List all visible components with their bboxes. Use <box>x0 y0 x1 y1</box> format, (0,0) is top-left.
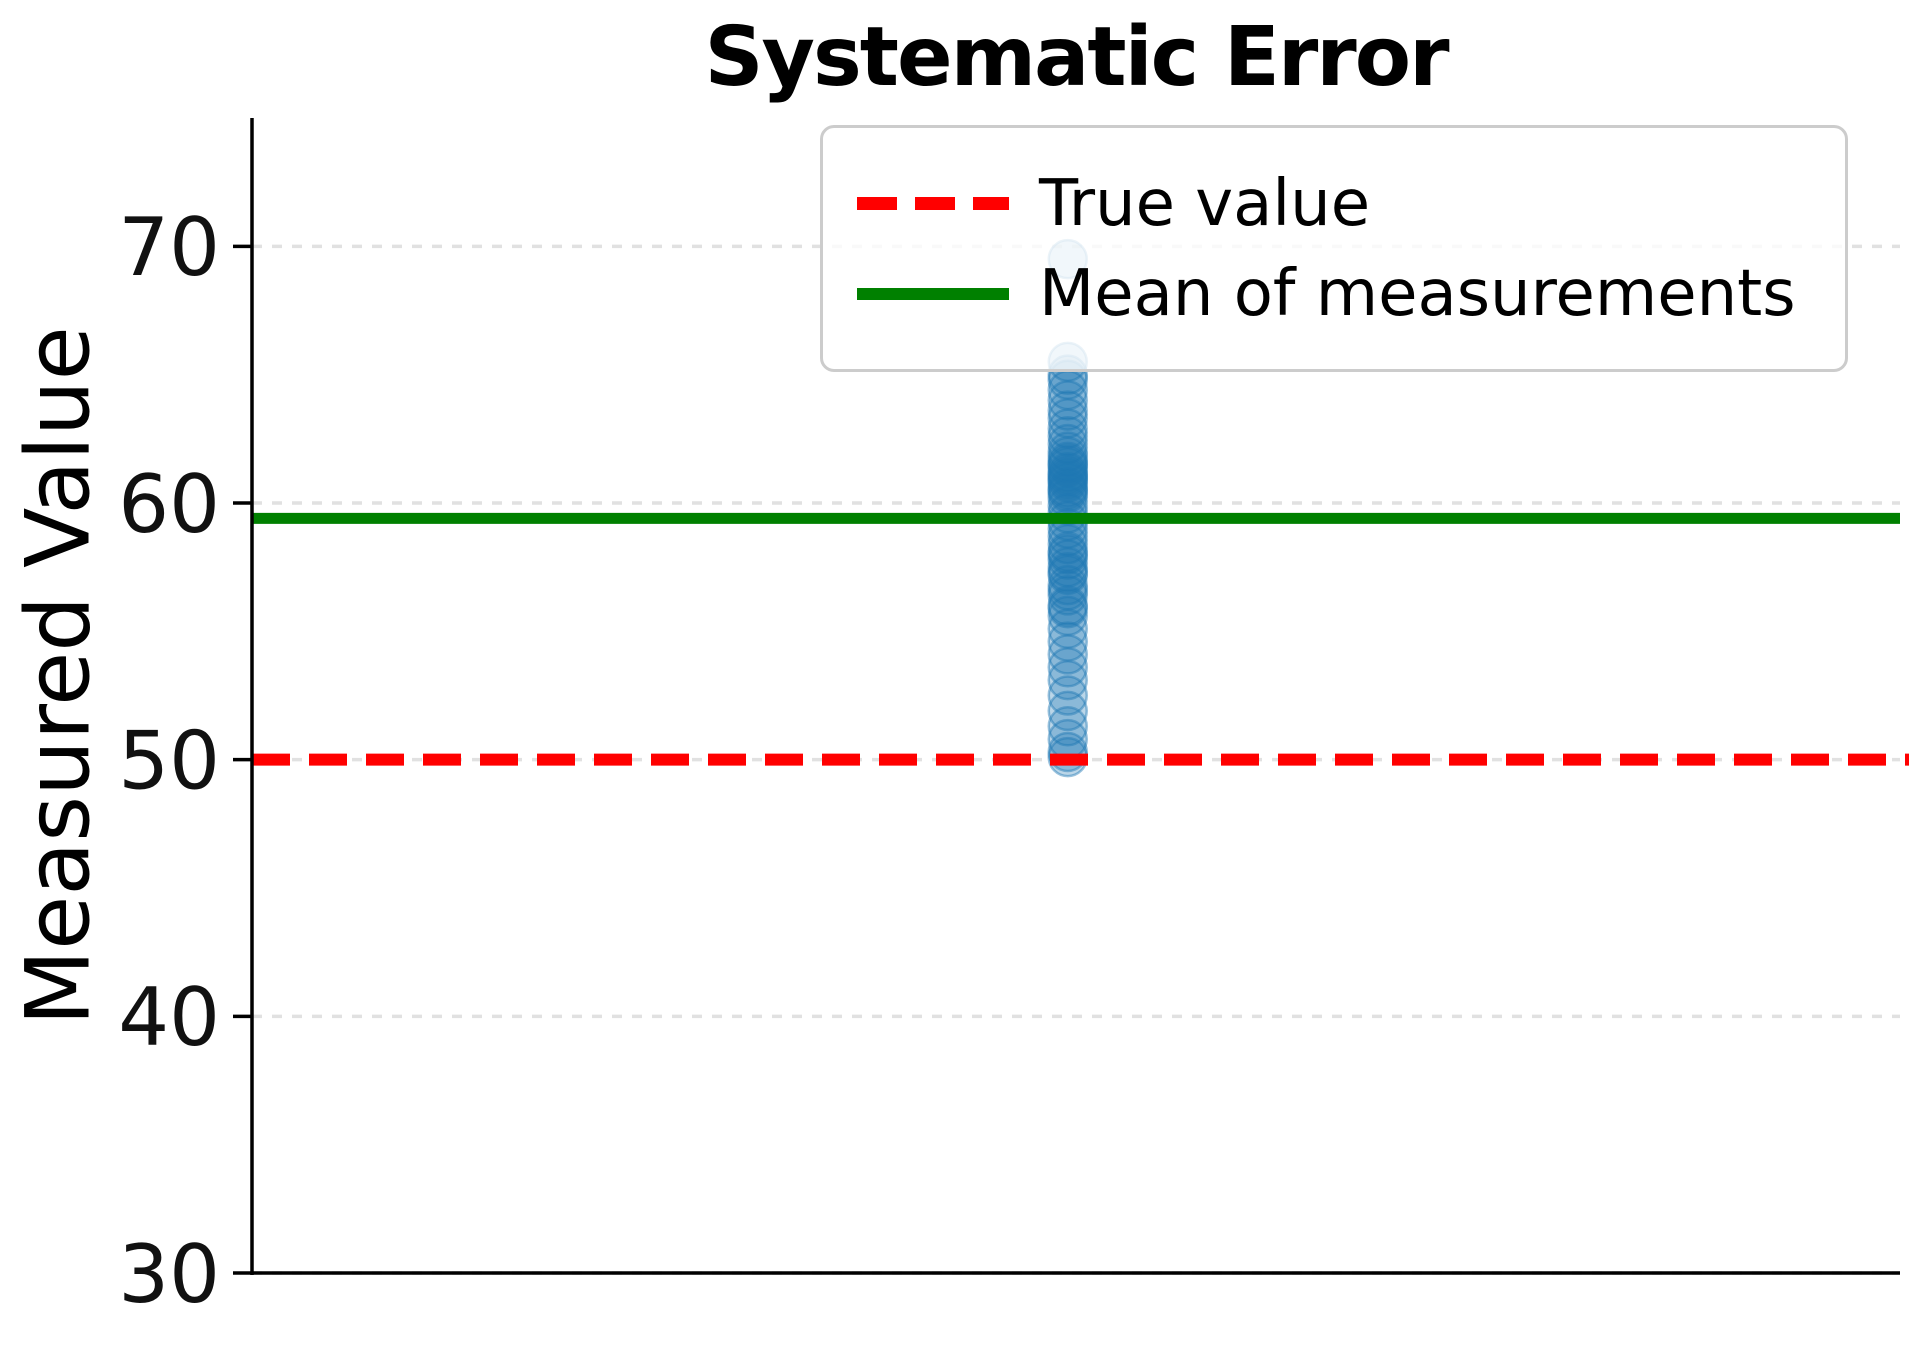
scatter-point <box>1047 554 1089 596</box>
scatter-point <box>1047 675 1089 716</box>
scatter-point <box>1047 595 1089 637</box>
scatter-point <box>1047 690 1089 732</box>
y-tick-label: 40 <box>118 971 220 1064</box>
scatter-point <box>1047 469 1089 511</box>
scatter-point <box>1047 546 1089 588</box>
scatter-point <box>1047 444 1089 485</box>
scatter-point <box>1047 436 1089 478</box>
scatter-point <box>1047 454 1089 496</box>
scatter-point <box>1047 706 1089 747</box>
scatter-point <box>1047 459 1089 501</box>
scatter-point <box>1047 621 1089 662</box>
y-tick-label: 70 <box>118 201 220 294</box>
scatter-point <box>1047 472 1089 513</box>
scatter-point <box>1047 552 1089 593</box>
y-tick-label: 50 <box>118 714 220 807</box>
scatter-point <box>1047 539 1089 580</box>
scatter-point <box>1047 585 1089 626</box>
scatter-point <box>1047 608 1089 650</box>
y-tick-label: 60 <box>118 458 220 551</box>
scatter-point <box>1047 451 1089 493</box>
scatter-point <box>1047 457 1089 498</box>
scatter-point <box>1047 431 1089 472</box>
mean-solid-line-icon <box>857 287 1009 300</box>
legend-row-true-value: True value <box>857 172 1845 236</box>
legend-label-mean: Mean of measurements <box>1039 256 1796 331</box>
scatter-point <box>1047 564 1089 606</box>
scatter-point <box>1047 534 1089 575</box>
scatter-point <box>1047 531 1089 573</box>
scatter-point <box>1047 423 1089 465</box>
scatter-point <box>1047 380 1089 421</box>
scatter-point <box>1047 446 1089 488</box>
scatter-point <box>1047 416 1089 457</box>
legend-label-true-value: True value <box>1039 166 1371 241</box>
scatter-point <box>1047 467 1089 508</box>
scatter-point <box>1047 462 1089 503</box>
legend: True value Mean of measurements <box>820 125 1848 372</box>
true-value-dashed-line-icon <box>857 197 1009 210</box>
scatter-point <box>1047 441 1089 483</box>
scatter-point <box>1047 570 1089 611</box>
scatter-point <box>1047 659 1089 701</box>
scatter-point <box>1047 647 1089 688</box>
scatter-point <box>1047 408 1089 449</box>
scatter-point <box>1047 398 1089 439</box>
legend-row-mean: Mean of measurements <box>857 262 1845 326</box>
scatter-point <box>1047 390 1089 431</box>
y-tick-label: 30 <box>118 1228 220 1321</box>
scatter-point <box>1047 523 1089 565</box>
chart-title: Systematic Error <box>704 10 1449 105</box>
scatter-point <box>1047 575 1089 616</box>
scatter-point <box>1047 634 1089 675</box>
scatter-point <box>1047 587 1089 629</box>
